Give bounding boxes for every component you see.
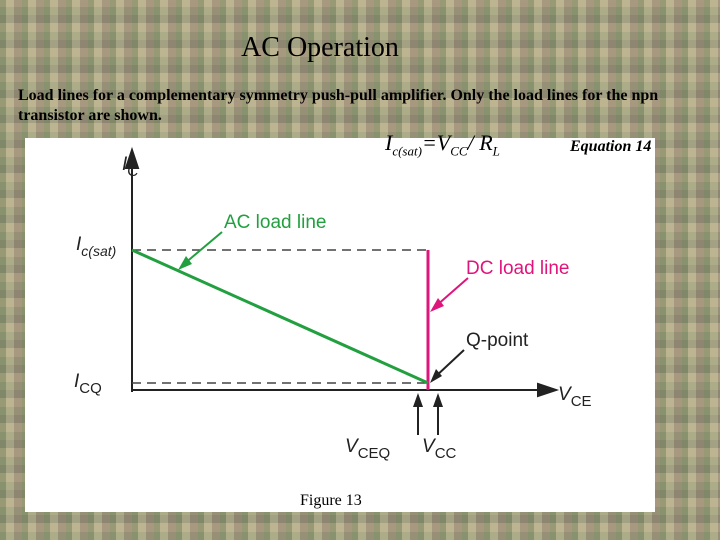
equation: Ic(sat)=VCC/ RL (385, 130, 500, 159)
caption: Figure 13 (300, 492, 362, 509)
label-part: / R (467, 130, 493, 155)
label-part: C (127, 163, 138, 180)
ac-label: AC load line (224, 212, 326, 233)
vcc-label: VCC (422, 436, 457, 462)
label-part: c(sat) (81, 243, 116, 259)
label-part: V (558, 384, 573, 405)
label-part: CC (435, 445, 457, 462)
label-part: V (345, 436, 360, 457)
pointers (178, 231, 469, 435)
label-part: V (422, 436, 437, 457)
dashed-lines (132, 249, 428, 384)
label-part: CEQ (358, 445, 391, 462)
title: AC Operation (241, 32, 399, 63)
label-part: c(sat) (392, 143, 422, 159)
q-point-label: Q-point (466, 330, 529, 351)
axes (124, 146, 560, 398)
label-part: CQ (79, 380, 102, 397)
diagram-bg (25, 138, 655, 512)
equation-label: Equation 14 (570, 138, 652, 155)
label-part: I (122, 154, 128, 175)
label-part: =V (421, 130, 451, 155)
y-axis-label: IC (122, 154, 138, 180)
ac-line (131, 248, 429, 385)
x-axis-label: VCE (558, 384, 592, 410)
label-part: L (492, 143, 500, 159)
vceq-label: VCEQ (345, 436, 390, 462)
icq-label: ICQ (74, 371, 102, 397)
label-part: I (76, 234, 82, 255)
subtitle: Load lines for a complementary symmetry … (18, 87, 659, 124)
label-part: I (74, 371, 80, 392)
label-part: CC (450, 143, 468, 159)
label-part: I (385, 130, 393, 155)
dc-label: DC load line (466, 258, 570, 279)
label-part: CE (571, 393, 592, 410)
ic-sat-label: Ic(sat) (76, 234, 116, 259)
